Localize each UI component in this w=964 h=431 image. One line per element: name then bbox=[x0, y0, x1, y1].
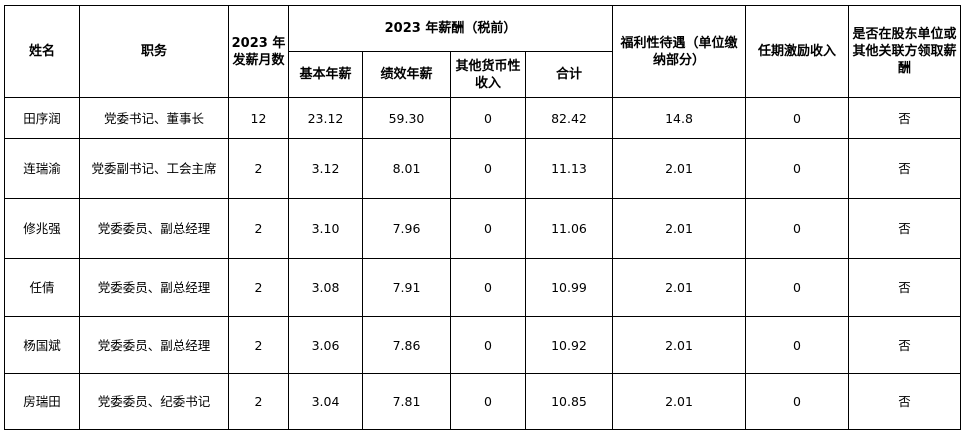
cell-welfare: 2.01 bbox=[612, 316, 746, 374]
header-base: 基本年薪 bbox=[288, 51, 363, 98]
cell-name: 田序润 bbox=[4, 97, 80, 139]
cell-shareholder: 否 bbox=[848, 198, 961, 259]
header-position: 职务 bbox=[79, 5, 229, 98]
cell-total: 10.85 bbox=[525, 373, 613, 430]
header-incentive: 任期激励收入 bbox=[745, 5, 849, 98]
cell-position: 党委书记、董事长 bbox=[79, 97, 229, 139]
cell-shareholder: 否 bbox=[848, 373, 961, 430]
header-other: 其他货币性收入 bbox=[450, 51, 526, 98]
cell-performance: 7.86 bbox=[362, 316, 451, 374]
table-row: 连瑞渝 党委副书记、工会主席 2 3.12 8.01 0 11.13 2.01 0 否 bbox=[4, 138, 961, 199]
header-performance: 绩效年薪 bbox=[362, 51, 451, 98]
header-subrow: 基本年薪 绩效年薪 其他货币性收入 合计 bbox=[5, 51, 961, 98]
cell-welfare: 2.01 bbox=[612, 138, 746, 199]
header-row: 姓名 职务 2023 年发薪月数 2023 年薪酬（税前） 福利性待遇（单位缴纳… bbox=[4, 5, 961, 98]
cell-base: 3.06 bbox=[288, 316, 363, 374]
cell-name: 任倩 bbox=[4, 258, 80, 317]
header-salary-group: 2023 年薪酬（税前） bbox=[288, 5, 613, 52]
cell-name: 连瑞渝 bbox=[4, 138, 80, 199]
table-row: 杨国斌 党委委员、副总经理 2 3.06 7.86 0 10.92 2.01 0 否 bbox=[4, 316, 961, 374]
cell-performance: 7.91 bbox=[362, 258, 451, 317]
cell-position: 党委副书记、工会主席 bbox=[79, 138, 229, 199]
cell-performance: 7.81 bbox=[362, 373, 451, 430]
cell-base: 3.10 bbox=[288, 198, 363, 259]
cell-position: 党委委员、纪委书记 bbox=[79, 373, 229, 430]
cell-months: 2 bbox=[228, 138, 289, 199]
cell-incentive: 0 bbox=[745, 138, 849, 199]
cell-performance: 59.30 bbox=[362, 97, 451, 139]
table-row: 修兆强 党委委员、副总经理 2 3.10 7.96 0 11.06 2.01 0 否 bbox=[4, 198, 961, 259]
cell-base: 23.12 bbox=[288, 97, 363, 139]
salary-table: 姓名 职务 2023 年发薪月数 2023 年薪酬（税前） 福利性待遇（单位缴纳… bbox=[4, 5, 961, 430]
cell-position: 党委委员、副总经理 bbox=[79, 258, 229, 317]
cell-welfare: 2.01 bbox=[612, 258, 746, 317]
cell-base: 3.12 bbox=[288, 138, 363, 199]
table-row: 房瑞田 党委委员、纪委书记 2 3.04 7.81 0 10.85 2.01 0 否 bbox=[4, 373, 961, 430]
cell-name: 杨国斌 bbox=[4, 316, 80, 374]
cell-position: 党委委员、副总经理 bbox=[79, 316, 229, 374]
cell-months: 2 bbox=[228, 258, 289, 317]
cell-base: 3.08 bbox=[288, 258, 363, 317]
cell-name: 房瑞田 bbox=[4, 373, 80, 430]
cell-name: 修兆强 bbox=[4, 198, 80, 259]
cell-shareholder: 否 bbox=[848, 97, 961, 139]
cell-incentive: 0 bbox=[745, 97, 849, 139]
table-row: 任倩 党委委员、副总经理 2 3.08 7.91 0 10.99 2.01 0 否 bbox=[4, 258, 961, 317]
table-row: 田序润 党委书记、董事长 12 23.12 59.30 0 82.42 14.8 0 否 bbox=[4, 97, 961, 139]
cell-welfare: 14.8 bbox=[612, 97, 746, 139]
cell-shareholder: 否 bbox=[848, 138, 961, 199]
cell-other: 0 bbox=[450, 258, 526, 317]
cell-months: 2 bbox=[228, 373, 289, 430]
cell-incentive: 0 bbox=[745, 258, 849, 317]
cell-total: 82.42 bbox=[525, 97, 613, 139]
cell-incentive: 0 bbox=[745, 373, 849, 430]
cell-shareholder: 否 bbox=[848, 258, 961, 317]
header-name: 姓名 bbox=[4, 5, 80, 98]
cell-incentive: 0 bbox=[745, 316, 849, 374]
cell-base: 3.04 bbox=[288, 373, 363, 430]
cell-shareholder: 否 bbox=[848, 316, 961, 374]
cell-other: 0 bbox=[450, 198, 526, 259]
cell-other: 0 bbox=[450, 316, 526, 374]
cell-performance: 8.01 bbox=[362, 138, 451, 199]
cell-total: 10.99 bbox=[525, 258, 613, 317]
cell-months: 12 bbox=[228, 97, 289, 139]
header-shareholder: 是否在股东单位或其他关联方领取薪酬 bbox=[848, 5, 961, 98]
header-months: 2023 年发薪月数 bbox=[228, 5, 289, 98]
cell-other: 0 bbox=[450, 97, 526, 139]
cell-performance: 7.96 bbox=[362, 198, 451, 259]
header-total: 合计 bbox=[525, 51, 613, 98]
cell-other: 0 bbox=[450, 373, 526, 430]
cell-total: 10.92 bbox=[525, 316, 613, 374]
cell-incentive: 0 bbox=[745, 198, 849, 259]
cell-total: 11.13 bbox=[525, 138, 613, 199]
header-welfare: 福利性待遇（单位缴纳部分） bbox=[612, 5, 746, 98]
cell-months: 2 bbox=[228, 198, 289, 259]
cell-total: 11.06 bbox=[525, 198, 613, 259]
cell-welfare: 2.01 bbox=[612, 373, 746, 430]
cell-months: 2 bbox=[228, 316, 289, 374]
cell-welfare: 2.01 bbox=[612, 198, 746, 259]
cell-position: 党委委员、副总经理 bbox=[79, 198, 229, 259]
cell-other: 0 bbox=[450, 138, 526, 199]
